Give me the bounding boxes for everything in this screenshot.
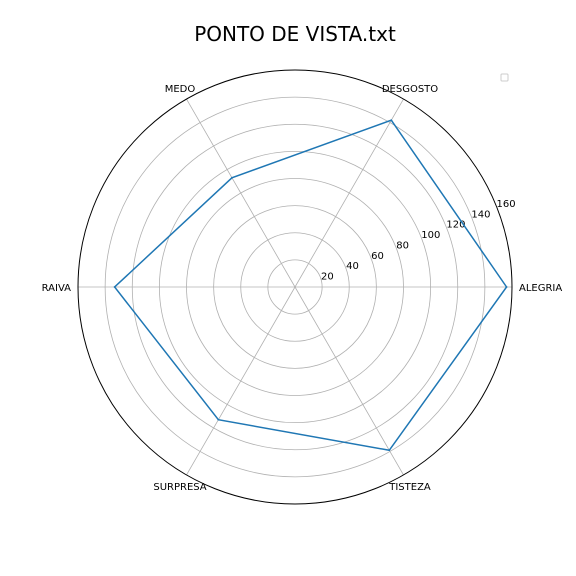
spoke-surpresa	[186, 286, 296, 476]
category-label-surpresa: SURPRESA	[153, 482, 206, 493]
radial-tick-labels: 20 40 60 80 100 120 140 160	[321, 199, 516, 283]
chart-title: PONTO DE VISTA.txt	[194, 22, 396, 46]
radial-tick-label-60: 60	[371, 251, 384, 262]
series-line-0	[113, 119, 508, 452]
radial-tick-label-20: 20	[321, 272, 334, 283]
category-label-desgosto: DESGOSTO	[382, 84, 438, 95]
radial-tick-label-120: 120	[446, 220, 465, 231]
series-layer	[113, 119, 508, 452]
radial-tick-label-40: 40	[346, 261, 359, 272]
legend	[500, 73, 509, 82]
category-labels: ALEGRIA DESGOSTO MEDO RAIVA SURPRESA TISTEZA	[42, 84, 563, 493]
radial-tick-label-100: 100	[421, 230, 440, 241]
spoke-medo	[186, 98, 296, 288]
data-point-alegria	[505, 286, 508, 288]
data-point-raiva	[113, 286, 116, 288]
spoke-desgosto	[294, 98, 404, 288]
data-point-tisteza	[388, 449, 391, 452]
category-label-alegria: ALEGRIA	[519, 283, 562, 294]
category-label-raiva: RAIVA	[42, 283, 72, 294]
data-point-desgosto	[390, 119, 393, 122]
data-point-surpresa	[217, 418, 220, 421]
radial-tick-label-140: 140	[471, 209, 490, 220]
category-label-medo: MEDO	[165, 84, 196, 95]
radial-tick-label-80: 80	[396, 240, 409, 251]
spoke-tisteza	[294, 286, 404, 476]
polar-frame	[77, 69, 513, 505]
category-label-tisteza: TISTEZA	[388, 482, 431, 493]
radial-tick-label-160: 160	[496, 199, 515, 210]
data-point-medo	[231, 176, 233, 179]
